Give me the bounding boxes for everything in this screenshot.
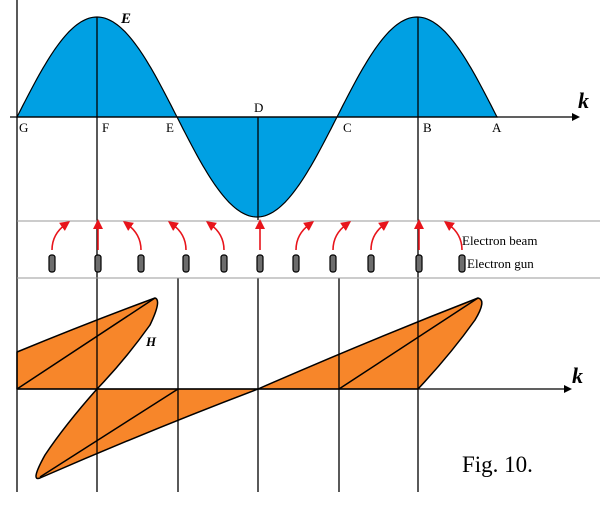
h-diagonal	[39, 388, 179, 478]
electron-beam-arrow	[122, 221, 142, 251]
electron-gun	[367, 254, 375, 273]
h-field-wave	[16, 297, 483, 480]
electron-gun	[292, 254, 300, 273]
point-label-b: B	[423, 120, 432, 135]
electron-beam-arrow	[205, 221, 225, 251]
point-label-e: E	[166, 120, 174, 135]
electron-gun	[458, 254, 466, 273]
electron-gun	[256, 254, 264, 273]
k-label-top: k	[578, 88, 589, 113]
electron-gun	[137, 254, 145, 273]
electron-gun	[220, 254, 228, 273]
h-diagonal	[16, 297, 156, 390]
electron-beam-arrow	[370, 221, 390, 251]
h-lobe-right	[257, 297, 483, 390]
k-label-bottom: k	[572, 363, 583, 388]
electron-beam-arrow	[443, 221, 463, 251]
electron-beam-arrow	[332, 221, 352, 251]
electron-guns	[48, 219, 466, 273]
e-field-label: E	[120, 11, 131, 27]
electron-gun	[94, 254, 102, 273]
point-label-f: F	[102, 120, 109, 135]
point-label-d: D	[254, 100, 263, 115]
electron-beam-arrow	[167, 221, 187, 251]
h-diagonal	[338, 297, 479, 390]
electron-beam-label: Electron beam	[462, 233, 537, 248]
point-label-c: C	[343, 120, 352, 135]
point-label-a: A	[492, 120, 502, 135]
electron-gun	[182, 254, 190, 273]
electron-gun-label: Electron gun	[467, 256, 534, 271]
h-field-label: H	[145, 334, 157, 349]
electron-beam-arrow	[51, 221, 71, 251]
figure-caption: Fig. 10.	[462, 452, 533, 477]
point-label-g: G	[19, 120, 28, 135]
h-lobe-left-lower	[35, 388, 259, 480]
electron-gun	[329, 254, 337, 273]
electron-gun	[48, 254, 56, 273]
electron-gun	[415, 254, 423, 273]
electron-beam-arrow	[295, 221, 315, 251]
